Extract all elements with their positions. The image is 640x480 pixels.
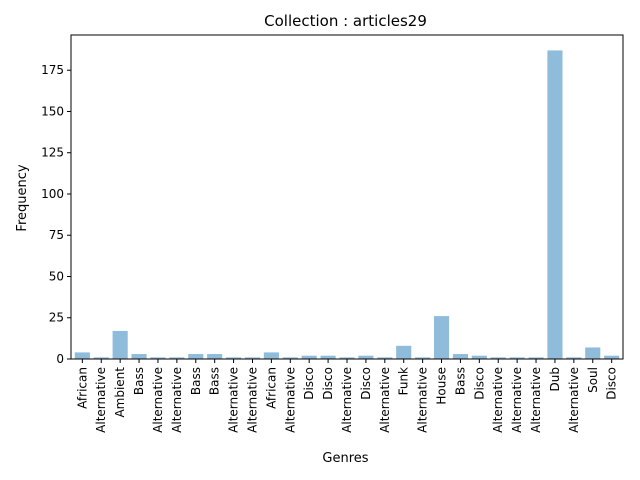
x-tick-label: Alternative [416,367,430,433]
bar [150,357,166,359]
bar [490,357,506,359]
y-tick-label: 50 [49,269,64,283]
bar [471,355,487,359]
bar [339,357,355,359]
y-tick-label: 25 [49,311,64,325]
bar [169,357,185,359]
y-tick-label: 125 [41,146,64,160]
bar [528,357,544,359]
x-axis-label: Genres [322,451,368,466]
y-tick-label: 175 [41,63,64,77]
bar [188,354,204,359]
bar [207,354,223,359]
bar [226,357,242,359]
x-tick-label: Alternative [529,367,543,433]
bar [131,354,147,359]
chart-title: Collection : articles29 [264,12,427,30]
bar [320,355,336,359]
bar [377,357,393,359]
bar [509,357,525,359]
bar [566,357,582,359]
y-axis-ticks: 0 25 50 75 100 125 150 175 [41,63,71,366]
bar [604,355,620,359]
bar [547,50,563,360]
x-tick-label: Disco [302,367,316,400]
x-tick-label: Alternative [151,367,165,433]
x-tick-label: African [264,367,278,409]
bar [585,347,601,359]
x-tick-label: Disco [359,367,373,400]
bar [263,352,279,359]
x-tick-label: Funk [397,367,411,395]
plot-frame [70,34,624,360]
y-axis-label: Frequency [15,164,30,231]
x-tick-label: Alternative [510,367,524,433]
x-tick-label: Disco [605,367,619,400]
x-tick-label: Soul [586,367,600,393]
x-tick-label: Alternative [378,367,392,433]
x-axis-ticks: African Alternative Ambient Bass Alternative… [75,359,619,433]
bar [452,354,468,359]
y-tick-label: 150 [41,104,64,118]
bar [112,330,128,359]
x-tick-label: Alternative [283,367,297,433]
bar [282,357,298,359]
x-tick-label: Alternative [340,367,354,433]
bar [358,355,374,359]
bar [244,357,261,359]
x-tick-label: Alternative [227,367,241,433]
y-tick-label: 0 [56,352,64,366]
bars-group [74,50,620,360]
x-tick-label: African [75,367,89,409]
x-tick-label: Alternative [567,367,581,433]
x-tick-label: Alternative [491,367,505,433]
x-tick-label: Alternative [94,367,108,433]
x-tick-label: Bass [189,367,203,395]
x-tick-label: Bass [453,367,467,395]
bar [93,357,109,359]
x-tick-label: Bass [132,367,146,395]
bar [433,316,450,359]
bar [301,355,317,359]
bar [415,357,431,359]
y-tick-label: 75 [49,228,64,242]
x-tick-label: House [435,367,449,405]
x-tick-label: Bass [208,367,222,395]
bar [74,352,90,359]
x-tick-label: Disco [321,367,335,400]
x-tick-label: Dub [548,367,562,391]
x-tick-label: Ambient [113,367,127,418]
x-tick-label: Alternative [245,367,259,433]
x-tick-label: Disco [472,367,486,400]
y-tick-label: 100 [41,187,64,201]
bar [396,345,412,359]
x-tick-label: Alternative [170,367,184,433]
